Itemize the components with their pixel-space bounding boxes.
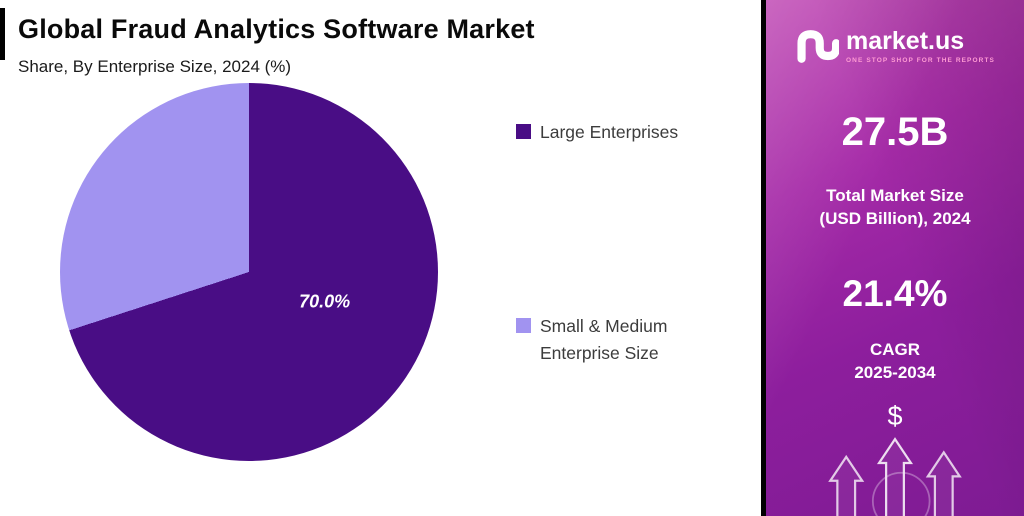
- legend-item-small-medium: Small & Medium Enterprise Size: [516, 313, 696, 366]
- dollar-icon: $: [887, 400, 903, 431]
- cagr-label-line2: 2025-2034: [854, 362, 936, 382]
- marketus-logo-icon: [797, 30, 840, 63]
- brand-sidebar: market.us ONE STOP SHOP FOR THE REPORTS …: [761, 0, 1024, 516]
- legend-swatch-small-medium: [516, 318, 531, 334]
- legend-label-large-enterprises: Large Enterprises: [540, 122, 679, 142]
- market-size-label: Total Market Size (USD Billion), 2024: [819, 185, 970, 231]
- chart-legend: Large Enterprises Small & Medium Enterpr…: [516, 119, 696, 461]
- cagr-label: CAGR 2025-2034: [854, 339, 935, 385]
- brand-tagline: ONE STOP SHOP FOR THE REPORTS: [846, 56, 995, 64]
- market-size-value: 27.5B: [841, 110, 949, 154]
- brand-text: market.us ONE STOP SHOP FOR THE REPORTS: [846, 26, 995, 64]
- title-accent-bar: [0, 8, 5, 60]
- pie-chart: [60, 83, 438, 461]
- pie-chart-wrapper: 70.0%: [60, 83, 438, 461]
- cagr-label-line1: CAGR: [869, 339, 921, 359]
- page-subtitle: Share, By Enterprise Size, 2024 (%): [18, 57, 292, 76]
- chart-panel: Global Fraud Analytics Software Market S…: [0, 8, 761, 461]
- brand-lockup: market.us ONE STOP SHOP FOR THE REPORTS: [795, 26, 995, 66]
- pie-slice-label-large-enterprises: 70.0%: [299, 291, 351, 312]
- chart-area: 70.0% Large Enterprises Small & Medium E…: [18, 81, 761, 461]
- cagr-value: 21.4%: [842, 272, 948, 314]
- legend-swatch-large-enterprises: [516, 124, 531, 139]
- brand-name: market.us: [846, 26, 965, 55]
- legend-label-small-medium: Small & Medium Enterprise Size: [540, 316, 668, 363]
- legend-item-large-enterprises: Large Enterprises: [516, 119, 696, 145]
- market-size-label-line1: Total Market Size: [826, 186, 964, 205]
- growth-arrows-icon: [828, 436, 962, 516]
- page-title: Global Fraud Analytics Software Market: [18, 14, 535, 44]
- market-size-label-line2: (USD Billion), 2024: [819, 208, 971, 228]
